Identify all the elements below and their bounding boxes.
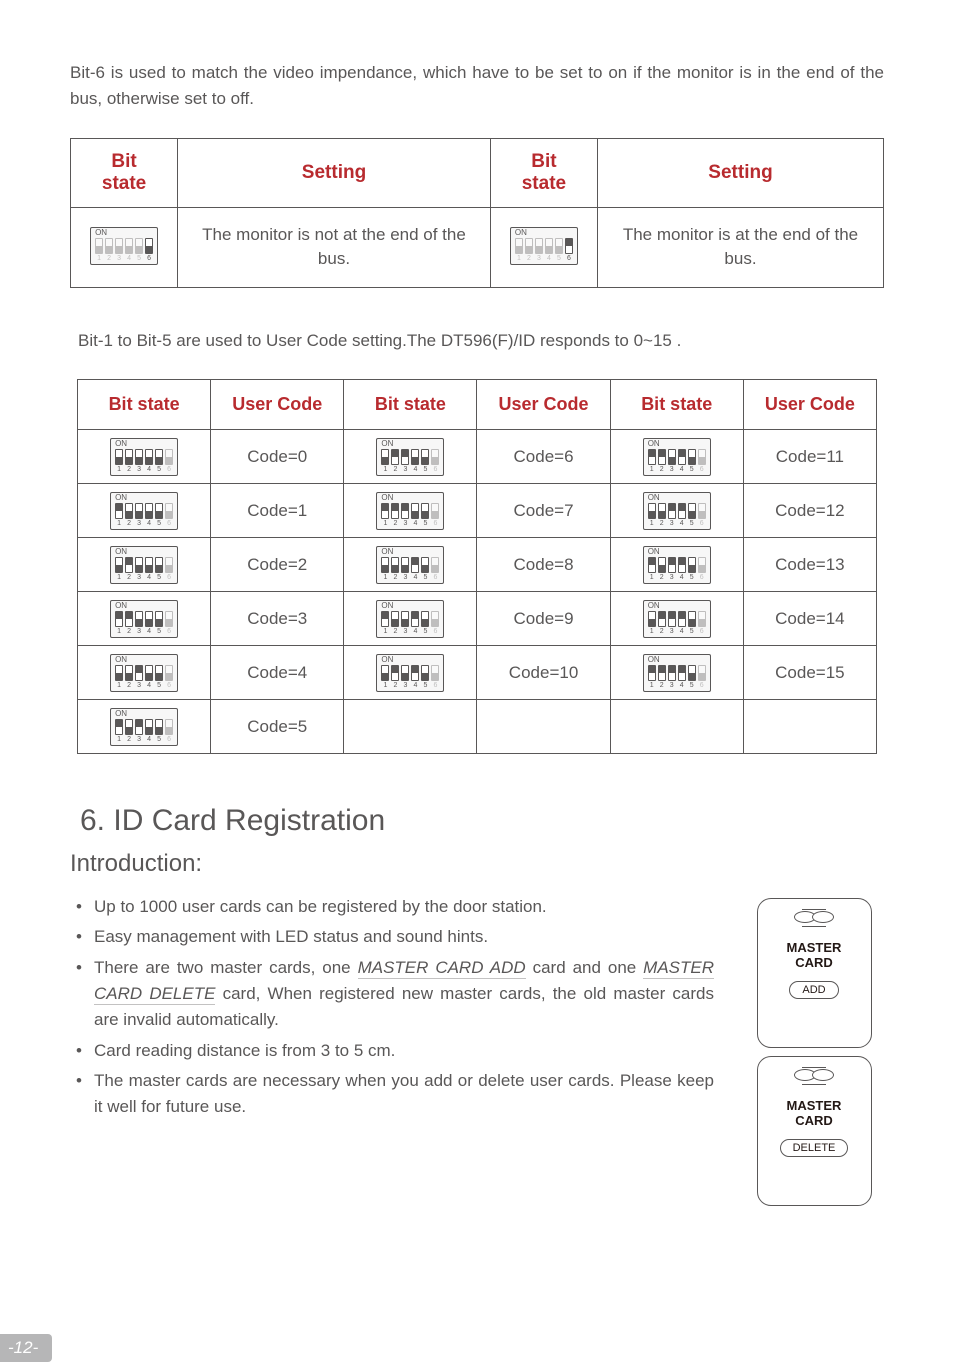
code-cell: Code=12: [743, 484, 876, 538]
dip-cell: ON123456: [610, 592, 743, 646]
bullet-item: The master cards are necessary when you …: [70, 1068, 714, 1121]
table-header: Bit state: [344, 380, 477, 430]
code-cell: Code=3: [211, 592, 344, 646]
code-cell: Code=5: [211, 700, 344, 754]
dip-cell: ON123456: [78, 484, 211, 538]
code-cell: Code=14: [743, 592, 876, 646]
code-cell: Code=13: [743, 538, 876, 592]
dip-cell: ON123456: [78, 700, 211, 754]
dip-switch-icon: ON123456: [376, 600, 444, 638]
bullet-item: Easy management with LED status and soun…: [70, 924, 714, 950]
card-chip-icon: [794, 909, 834, 927]
code-cell: [477, 700, 610, 754]
dip-cell: ON123456: [344, 538, 477, 592]
setting-cell: The monitor is at the end of the bus.: [597, 207, 883, 287]
code-cell: Code=8: [477, 538, 610, 592]
dip-switch-icon: ON123456: [376, 546, 444, 584]
intro-subtitle: Introduction:: [70, 850, 884, 878]
dip-cell: ON123456: [78, 538, 211, 592]
code-cell: Code=0: [211, 430, 344, 484]
table-header: Bit state: [71, 138, 178, 207]
table-header: Bit state: [610, 380, 743, 430]
dip-cell: ON123456: [344, 484, 477, 538]
dip-cell: ON123456: [610, 538, 743, 592]
dip-switch-icon: ON123456: [110, 438, 178, 476]
dip-switch-icon: ON123456: [110, 492, 178, 530]
dip-switch-icon: ON123456: [643, 492, 711, 530]
code-cell: Code=10: [477, 646, 610, 700]
dip-switch-icon: ON123456: [643, 600, 711, 638]
card-title: MASTERCARD: [758, 1099, 871, 1129]
dip-switch-icon: ON123456: [376, 438, 444, 476]
card-button-label: ADD: [789, 981, 838, 999]
bullet-item: Up to 1000 user cards can be registered …: [70, 894, 714, 920]
code-cell: Code=4: [211, 646, 344, 700]
card-title: MASTERCARD: [758, 941, 871, 971]
dip-switch-icon: ON123456: [90, 227, 158, 265]
code-cell: Code=1: [211, 484, 344, 538]
bullet-item: Card reading distance is from 3 to 5 cm.: [70, 1038, 714, 1064]
dip-switch-icon: ON123456: [643, 654, 711, 692]
code-cell: Code=6: [477, 430, 610, 484]
code-cell: Code=2: [211, 538, 344, 592]
dip-cell: ON123456: [71, 207, 178, 287]
dip-switch-icon: ON123456: [643, 438, 711, 476]
table-header: Bit state: [490, 138, 597, 207]
dip-cell: ON123456: [344, 430, 477, 484]
card-button-label: DELETE: [780, 1139, 849, 1157]
dip-switch-icon: ON123456: [110, 600, 178, 638]
page-number: -12-: [0, 1334, 52, 1362]
dip-cell: ON123456: [610, 430, 743, 484]
table-header: Setting: [178, 138, 491, 207]
bullet-item: There are two master cards, one MASTER C…: [70, 955, 714, 1034]
bit6-table: Bit state Setting Bit state Setting ON12…: [70, 138, 884, 288]
dip-switch-icon: ON123456: [643, 546, 711, 584]
dip-cell: ON123456: [610, 646, 743, 700]
dip-cell: ON123456: [78, 430, 211, 484]
master-card-add-link: MASTER CARD ADD: [358, 958, 526, 979]
code-cell: Code=15: [743, 646, 876, 700]
code-cell: [743, 700, 876, 754]
master-card-delete: MASTERCARD DELETE: [757, 1056, 872, 1206]
code-cell: Code=11: [743, 430, 876, 484]
dip-cell: ON123456: [490, 207, 597, 287]
setting-cell: The monitor is not at the end of the bus…: [178, 207, 491, 287]
master-card-add: MASTERCARD ADD: [757, 898, 872, 1048]
intro-paragraph: Bit-6 is used to match the video impenda…: [70, 60, 884, 113]
dip-switch-icon: ON123456: [376, 654, 444, 692]
dip-cell: ON123456: [78, 592, 211, 646]
dip-switch-icon: ON123456: [110, 654, 178, 692]
code-cell: Code=7: [477, 484, 610, 538]
section-title: 6. ID Card Registration: [80, 804, 884, 838]
dip-cell: [344, 700, 477, 754]
table-header: User Code: [743, 380, 876, 430]
mid-paragraph: Bit-1 to Bit-5 are used to User Code set…: [78, 328, 884, 354]
dip-switch-icon: ON123456: [110, 708, 178, 746]
dip-switch-icon: ON123456: [376, 492, 444, 530]
table-header: User Code: [477, 380, 610, 430]
dip-switch-icon: ON123456: [110, 546, 178, 584]
dip-cell: ON123456: [78, 646, 211, 700]
dip-cell: ON123456: [344, 646, 477, 700]
code-cell: Code=9: [477, 592, 610, 646]
usercode-table: Bit state User Code Bit state User Code …: [77, 379, 877, 754]
dip-cell: [610, 700, 743, 754]
dip-cell: ON123456: [610, 484, 743, 538]
dip-switch-icon: ON123456: [510, 227, 578, 265]
table-header: Setting: [597, 138, 883, 207]
table-header: User Code: [211, 380, 344, 430]
intro-bullets: Up to 1000 user cards can be registered …: [70, 894, 714, 1121]
card-chip-icon: [794, 1067, 834, 1085]
dip-cell: ON123456: [344, 592, 477, 646]
table-header: Bit state: [78, 380, 211, 430]
